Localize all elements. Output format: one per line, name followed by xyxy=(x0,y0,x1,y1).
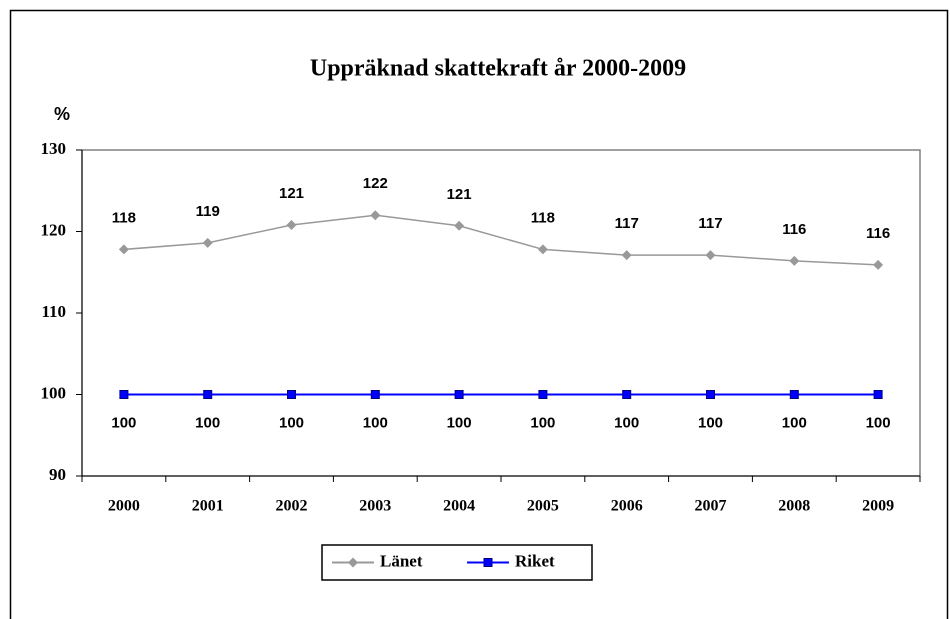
data-point xyxy=(538,390,548,399)
data-point xyxy=(454,390,464,399)
data-point xyxy=(706,390,715,399)
data-point xyxy=(454,220,465,231)
data-point xyxy=(622,390,632,399)
data-point xyxy=(705,250,716,261)
x-tick-label: 2004 xyxy=(443,498,475,515)
data-point xyxy=(789,390,799,399)
x-tick-label: 2008 xyxy=(778,498,810,515)
data-point xyxy=(370,390,380,399)
data-label: 100 xyxy=(782,414,807,431)
x-tick-label: 2002 xyxy=(276,498,308,515)
data-point xyxy=(537,244,548,255)
legend-marker xyxy=(348,557,358,568)
y-tick-label: 110 xyxy=(41,302,66,321)
data-label: 118 xyxy=(531,209,555,226)
data-label: 100 xyxy=(195,414,220,431)
data-label: 100 xyxy=(530,414,555,431)
data-point xyxy=(118,244,129,255)
x-tick-label: 2005 xyxy=(527,498,559,515)
x-tick-label: 2001 xyxy=(192,498,224,515)
data-label: 100 xyxy=(111,414,136,431)
data-label: 118 xyxy=(112,209,136,226)
data-point xyxy=(202,237,213,248)
data-label: 122 xyxy=(363,175,388,192)
data-point xyxy=(286,219,297,230)
data-label: 100 xyxy=(614,414,639,431)
y-tick-label: 120 xyxy=(41,220,67,239)
data-label: 117 xyxy=(698,215,722,232)
chart-title: Uppräknad skattekraft år 2000-2009 xyxy=(310,56,686,82)
series-line xyxy=(123,214,879,266)
y-tick-label: 90 xyxy=(49,465,66,484)
data-point xyxy=(873,390,883,399)
x-tick-label: 2000 xyxy=(108,498,140,515)
x-tick-label: 2003 xyxy=(359,498,391,515)
data-label: 100 xyxy=(363,414,388,431)
x-tick-label: 2007 xyxy=(695,498,727,515)
data-point xyxy=(621,250,632,261)
legend-label: Riket xyxy=(515,551,555,570)
data-label: 100 xyxy=(447,414,472,431)
data-label: 116 xyxy=(866,225,890,242)
y-axis-label: % xyxy=(54,104,70,124)
x-tick-label: 2006 xyxy=(611,498,643,515)
data-label: 100 xyxy=(698,414,723,431)
legend-label: Länet xyxy=(380,551,423,570)
data-label: 100 xyxy=(866,414,891,431)
data-label: 100 xyxy=(279,414,304,431)
data-point xyxy=(789,255,800,266)
y-tick-label: 130 xyxy=(41,139,67,158)
data-point xyxy=(370,210,381,221)
data-label: 121 xyxy=(447,186,472,203)
data-label: 121 xyxy=(279,185,304,202)
legend-marker xyxy=(483,558,493,567)
x-tick-label: 2009 xyxy=(862,498,894,515)
data-label: 116 xyxy=(782,221,806,238)
data-point xyxy=(203,390,213,399)
chart-border xyxy=(9,9,949,619)
data-point xyxy=(119,390,129,399)
data-label: 117 xyxy=(615,215,639,232)
data-label: 119 xyxy=(196,203,220,220)
y-tick-label: 100 xyxy=(41,383,67,402)
data-point xyxy=(873,259,884,270)
data-point xyxy=(287,390,296,399)
